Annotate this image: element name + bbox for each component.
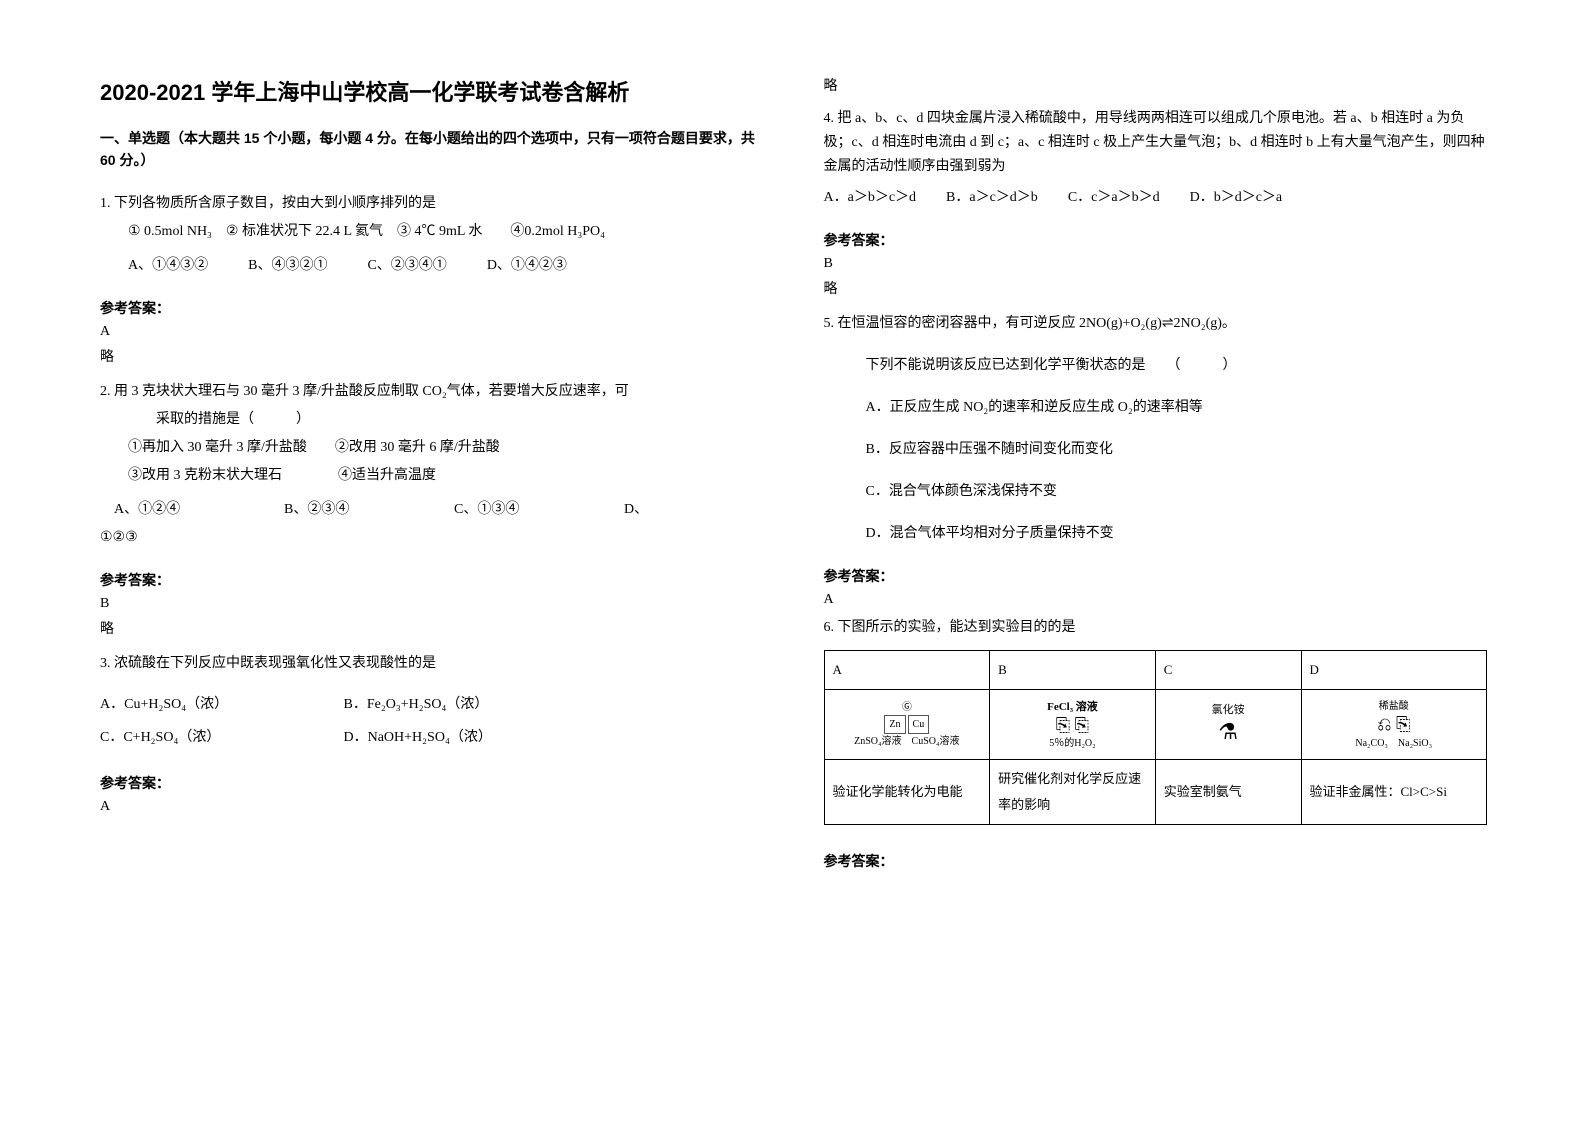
exam-title: 2020-2021 学年上海中山学校高一化学联考试卷含解析 <box>100 75 764 107</box>
q1-answer: A <box>100 324 764 340</box>
q2-optA: A、①②④ <box>114 496 284 524</box>
q2-optD-wrap: ①②③ <box>100 524 764 552</box>
q1-optC: C、②③④① <box>367 252 446 280</box>
q1-optD: D、①④②③ <box>487 252 567 280</box>
question-2: 2. 用 3 克块状大理石与 30 毫升 3 摩/升盐酸反应制取 CO₂气体，若… <box>100 378 764 552</box>
table-desc-row: 验证化学能转化为电能 研究催化剂对化学反应速率的影响 实验室制氨气 验证非金属性… <box>824 760 1487 825</box>
rowB: 研究催化剂对化学反应速率的影响 <box>990 760 1156 825</box>
q5-stem: 5. 在恒温恒容的密闭容器中，有可逆反应 2NO(g)+O₂(g)⇌2NO₂(g… <box>824 310 1488 338</box>
q3-note: 略 <box>824 75 1488 95</box>
cellB-diagram: FeCl₃ 溶液 ⎘ ⎘ 5％的H₂O₂ <box>990 690 1156 760</box>
q6-answer-label: 参考答案： <box>824 851 1488 871</box>
q4-optA: A．a＞b＞c＞d <box>824 184 917 212</box>
q3-row2: C．C+H₂SO₄（浓） D．NaOH+H₂SO₄（浓） <box>100 721 764 755</box>
q2-stem2: 采取的措施是（ ） <box>100 406 764 434</box>
q3-optA: A．Cu+H₂SO₄（浓） <box>100 688 340 722</box>
table-header-row: A B C D <box>824 651 1487 690</box>
q2-line2: ③改用 3 克粉末状大理石 ④适当升高温度 <box>100 462 764 490</box>
cellA-caption: ZnSO₄溶液 CuSO₄溶液 <box>833 735 982 748</box>
cellD-diagram: 稀盐酸 ⎌ ⎘ Na₂CO₃ Na₂SiO₃ <box>1301 690 1487 760</box>
question-3: 3. 浓硫酸在下列反应中既表现强氧化性又表现酸性的是 A．Cu+H₂SO₄（浓）… <box>100 650 764 755</box>
cellA-diagram: Ⓖ ZnCu ZnSO₄溶液 CuSO₄溶液 <box>824 690 990 760</box>
q3-answer-label: 参考答案： <box>100 773 764 793</box>
q5-sub: 下列不能说明该反应已达到化学平衡状态的是 （ ） <box>824 352 1488 380</box>
q3-optB: B．Fe₂O₃+H₂SO₄（浓） <box>344 697 489 712</box>
q5-answer-label: 参考答案： <box>824 566 1488 586</box>
q3-answer: A <box>100 799 764 815</box>
q1-optA: A、①④③② <box>128 252 208 280</box>
q3-stem: 3. 浓硫酸在下列反应中既表现强氧化性又表现酸性的是 <box>100 650 764 678</box>
cellB-top: FeCl₃ 溶液 <box>998 700 1147 714</box>
q4-answer: B <box>824 256 1488 272</box>
question-4: 4. 把 a、b、c、d 四块金属片浸入稀硫酸中，用导线两两相连可以组成几个原电… <box>824 107 1488 212</box>
hdrC: C <box>1155 651 1301 690</box>
q1-note: 略 <box>100 346 764 366</box>
q2-optC: C、①③④ <box>454 496 624 524</box>
q4-optD: D．b＞d＞c＞a <box>1190 184 1283 212</box>
cellD-caption: Na₂CO₃ Na₂SiO₃ <box>1310 737 1479 750</box>
q5-optD: D．混合气体平均相对分子质量保持不变 <box>824 520 1488 548</box>
cellC-top: 氯化铵 <box>1164 703 1293 717</box>
q1-optB: B、④③②① <box>248 252 327 280</box>
right-column: 略 4. 把 a、b、c、d 四块金属片浸入稀硫酸中，用导线两两相连可以组成几个… <box>824 75 1488 1047</box>
q1-answer-label: 参考答案： <box>100 298 764 318</box>
q2-note: 略 <box>100 618 764 638</box>
question-6: 6. 下图所示的实验，能达到实验目的的是 A B C D Ⓖ ZnCu ZnSO… <box>824 614 1488 825</box>
q4-options: A．a＞b＞c＞d B．a＞c＞d＞b C．c＞a＞b＞d D．b＞d＞c＞a <box>824 184 1488 212</box>
q5-optA: A．正反应生成 NO₂的速率和逆反应生成 O₂的速率相等 <box>824 394 1488 422</box>
q2-options: A、①②④ B、②③④ C、①③④ D、 <box>100 496 764 524</box>
q2-optD-prefix: D、 <box>624 496 648 524</box>
q4-answer-label: 参考答案： <box>824 230 1488 250</box>
q4-stem: 4. 把 a、b、c、d 四块金属片浸入稀硫酸中，用导线两两相连可以组成几个原电… <box>824 107 1488 178</box>
cellD-top: 稀盐酸 <box>1310 700 1479 713</box>
rowA: 验证化学能转化为电能 <box>824 760 990 825</box>
section-intro: 一、单选题（本大题共 15 个小题，每小题 4 分。在每小题给出的四个选项中，只… <box>100 127 764 172</box>
q4-note: 略 <box>824 278 1488 298</box>
question-5: 5. 在恒温恒容的密闭容器中，有可逆反应 2NO(g)+O₂(g)⇌2NO₂(g… <box>824 310 1488 548</box>
hdrA: A <box>824 651 990 690</box>
q4-optC: C．c＞a＞b＞d <box>1068 184 1160 212</box>
q3-row1: A．Cu+H₂SO₄（浓） B．Fe₂O₃+H₂SO₄（浓） <box>100 688 764 722</box>
rowD: 验证非金属性：Cl>C>Si <box>1301 760 1487 825</box>
q3-optC: C．C+H₂SO₄（浓） <box>100 721 340 755</box>
rowC: 实验室制氨气 <box>1155 760 1301 825</box>
q1-items: ① 0.5mol NH₃ ② 标准状况下 22.4 L 氦气 ③ 4℃ 9mL … <box>100 218 764 246</box>
hdrD: D <box>1301 651 1487 690</box>
q2-answer-label: 参考答案： <box>100 570 764 590</box>
q1-options: A、①④③② B、④③②① C、②③④① D、①④②③ <box>100 252 764 280</box>
q1-stem: 1. 下列各物质所含原子数目，按由大到小顺序排列的是 <box>100 190 764 218</box>
q3-optD: D．NaOH+H₂SO₄（浓） <box>344 730 492 745</box>
table-image-row: Ⓖ ZnCu ZnSO₄溶液 CuSO₄溶液 FeCl₃ 溶液 ⎘ ⎘ 5％的H… <box>824 690 1487 760</box>
q5-optC: C．混合气体颜色深浅保持不变 <box>824 478 1488 506</box>
q6-stem: 6. 下图所示的实验，能达到实验目的的是 <box>824 614 1488 642</box>
q5-answer: A <box>824 592 1488 608</box>
q6-table: A B C D Ⓖ ZnCu ZnSO₄溶液 CuSO₄溶液 FeCl₃ 溶液 … <box>824 650 1488 825</box>
hdrB: B <box>990 651 1156 690</box>
q4-optB: B．a＞c＞d＞b <box>946 184 1038 212</box>
q5-optB: B．反应容器中压强不随时间变化而变化 <box>824 436 1488 464</box>
cellB-caption: 5％的H₂O₂ <box>998 737 1147 750</box>
question-1: 1. 下列各物质所含原子数目，按由大到小顺序排列的是 ① 0.5mol NH₃ … <box>100 190 764 280</box>
left-column: 2020-2021 学年上海中山学校高一化学联考试卷含解析 一、单选题（本大题共… <box>100 75 764 1047</box>
q2-line1: ①再加入 30 毫升 3 摩/升盐酸 ②改用 30 毫升 6 摩/升盐酸 <box>100 434 764 462</box>
q2-answer: B <box>100 596 764 612</box>
q2-stem: 2. 用 3 克块状大理石与 30 毫升 3 摩/升盐酸反应制取 CO₂气体，若… <box>100 378 764 406</box>
cellC-diagram: 氯化铵 ⚗ <box>1155 690 1301 760</box>
q2-optB: B、②③④ <box>284 496 454 524</box>
